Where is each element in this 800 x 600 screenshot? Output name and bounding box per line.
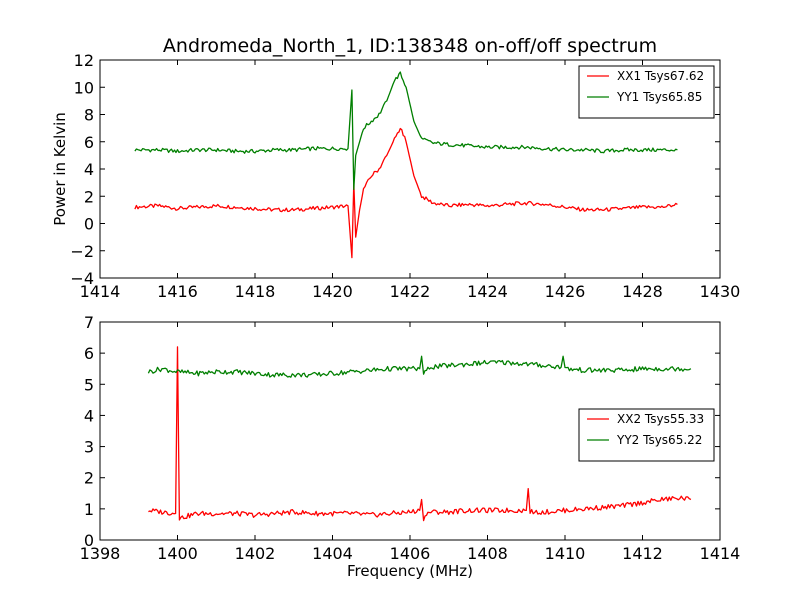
x-tick-label: 1410 — [545, 544, 586, 563]
y-tick-label: 0 — [84, 215, 94, 234]
x-tick-label: 1406 — [390, 544, 431, 563]
y-tick-label: 4 — [84, 406, 94, 425]
series-line-1 — [134, 127, 678, 259]
y-tick-label: 12 — [74, 51, 94, 70]
y-tick-label: 8 — [84, 106, 94, 125]
top-panel: 1414 1416 1418 1420 1422 1424 1426 1428 1430 −4 −2… — [51, 35, 740, 301]
legend: XX1 Tsys67.62 YY1 Tsys65.85 — [578, 65, 715, 119]
series-line-1 — [148, 346, 692, 522]
legend-box — [578, 65, 715, 119]
chart-title: Andromeda_North_1, ID:138348 on-off/off … — [163, 35, 657, 57]
x-tick-label: 1430 — [700, 282, 741, 301]
x-tick-label: 1408 — [467, 544, 508, 563]
legend-label: XX2 Tsys55.33 — [617, 412, 704, 426]
x-tick-label: 1398 — [80, 544, 121, 563]
y-tick-label: 10 — [74, 78, 94, 97]
y-tick-label: 7 — [84, 313, 94, 332]
legend-box — [578, 408, 715, 462]
x-tick-label: 1422 — [390, 282, 431, 301]
x-tick-label: 1420 — [312, 282, 353, 301]
y-tick-label: 4 — [84, 160, 94, 179]
y-tick-label: −2 — [70, 242, 94, 261]
y-tick-label: 5 — [84, 375, 94, 394]
y-tick-label: 6 — [84, 133, 94, 152]
legend: XX2 Tsys55.33 YY2 Tsys65.22 — [578, 408, 715, 462]
bottom-panel: 1398 1400 1402 1404 1406 1408 1410 1412 1414 0 1 2 3… — [80, 313, 741, 580]
y-tick-label: 2 — [84, 469, 94, 488]
x-tick-label: 1404 — [312, 544, 353, 563]
x-tick-label: 1414 — [700, 544, 741, 563]
x-tick-label: 1412 — [622, 544, 663, 563]
y-tick-label: 1 — [84, 500, 94, 519]
legend-label: YY2 Tsys65.22 — [616, 433, 702, 447]
x-axis-label: Frequency (MHz) — [347, 562, 473, 580]
series-line-2 — [147, 355, 692, 378]
y-tick-label: 6 — [84, 344, 94, 363]
x-tick-label: 1426 — [545, 282, 586, 301]
series-line-2 — [134, 71, 678, 191]
x-tick-label: 1400 — [157, 544, 198, 563]
x-tick-label: 1424 — [467, 282, 508, 301]
y-axis-label: Power in Kelvin — [51, 112, 69, 226]
y-tick-label: 3 — [84, 438, 94, 457]
y-tick-label: 2 — [84, 187, 94, 206]
x-tick-label: 1416 — [157, 282, 198, 301]
x-tick-label: 1402 — [235, 544, 276, 563]
x-tick-label: 1414 — [80, 282, 121, 301]
x-tick-label: 1428 — [622, 282, 663, 301]
x-tick-label: 1418 — [235, 282, 276, 301]
legend-label: XX1 Tsys67.62 — [617, 69, 704, 83]
legend-label: YY1 Tsys65.85 — [616, 90, 702, 104]
y-tick-label: 0 — [84, 531, 94, 550]
y-tick-label: −4 — [70, 269, 94, 288]
